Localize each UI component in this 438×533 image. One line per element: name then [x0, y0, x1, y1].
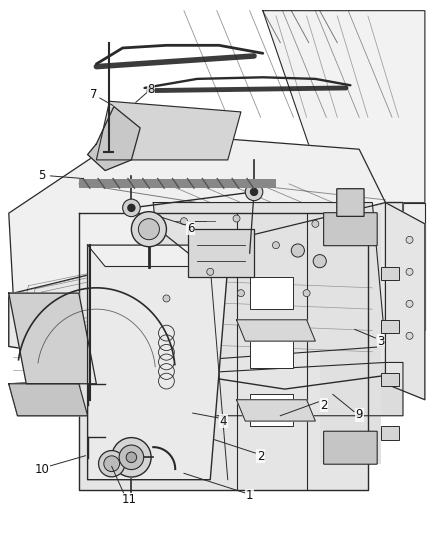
Circle shape: [104, 456, 120, 472]
Text: 11: 11: [122, 494, 137, 506]
Circle shape: [406, 300, 413, 308]
Bar: [381, 426, 399, 440]
Polygon shape: [9, 362, 403, 416]
Bar: [381, 266, 399, 280]
Circle shape: [126, 452, 137, 463]
Bar: [188, 229, 254, 277]
Circle shape: [128, 204, 135, 212]
Polygon shape: [88, 245, 228, 480]
Polygon shape: [88, 245, 228, 266]
Circle shape: [163, 295, 170, 302]
Text: 6: 6: [187, 222, 194, 235]
Text: 9: 9: [355, 408, 363, 421]
Text: 7: 7: [90, 88, 98, 101]
Circle shape: [237, 289, 244, 297]
Circle shape: [233, 215, 240, 222]
Text: 5: 5: [38, 169, 45, 182]
Polygon shape: [79, 213, 368, 490]
FancyBboxPatch shape: [324, 431, 377, 464]
Circle shape: [291, 244, 304, 257]
Text: 3: 3: [378, 335, 385, 348]
Polygon shape: [9, 384, 88, 416]
Circle shape: [312, 220, 319, 228]
Polygon shape: [9, 203, 403, 389]
Text: 2: 2: [257, 450, 265, 463]
Circle shape: [131, 212, 166, 247]
Polygon shape: [403, 203, 425, 330]
Text: 2: 2: [320, 399, 328, 411]
Polygon shape: [9, 293, 96, 384]
Text: 1: 1: [246, 489, 254, 502]
Circle shape: [207, 268, 214, 276]
FancyBboxPatch shape: [337, 189, 364, 216]
Text: 4: 4: [219, 415, 227, 427]
Circle shape: [313, 255, 326, 268]
FancyBboxPatch shape: [324, 213, 377, 246]
Circle shape: [99, 450, 125, 477]
Circle shape: [406, 236, 413, 244]
Bar: [320, 213, 381, 464]
Circle shape: [245, 183, 263, 200]
Circle shape: [406, 268, 413, 276]
Bar: [79, 179, 276, 188]
Bar: [250, 394, 293, 426]
Circle shape: [119, 445, 144, 470]
Polygon shape: [153, 203, 385, 362]
Bar: [381, 373, 399, 386]
Polygon shape: [9, 133, 385, 293]
Circle shape: [123, 199, 140, 216]
Bar: [250, 336, 293, 368]
Circle shape: [272, 241, 279, 249]
Polygon shape: [237, 400, 315, 421]
Polygon shape: [96, 101, 241, 160]
Bar: [250, 277, 293, 309]
Circle shape: [303, 289, 310, 297]
Text: 8: 8: [148, 83, 155, 96]
Bar: [381, 320, 399, 333]
Circle shape: [180, 217, 187, 225]
Polygon shape: [237, 320, 315, 341]
Polygon shape: [263, 11, 425, 203]
Polygon shape: [88, 107, 140, 171]
Circle shape: [138, 219, 159, 240]
Polygon shape: [385, 203, 425, 400]
Text: 10: 10: [34, 463, 49, 475]
Circle shape: [406, 332, 413, 340]
Circle shape: [251, 188, 258, 196]
Circle shape: [112, 438, 151, 477]
